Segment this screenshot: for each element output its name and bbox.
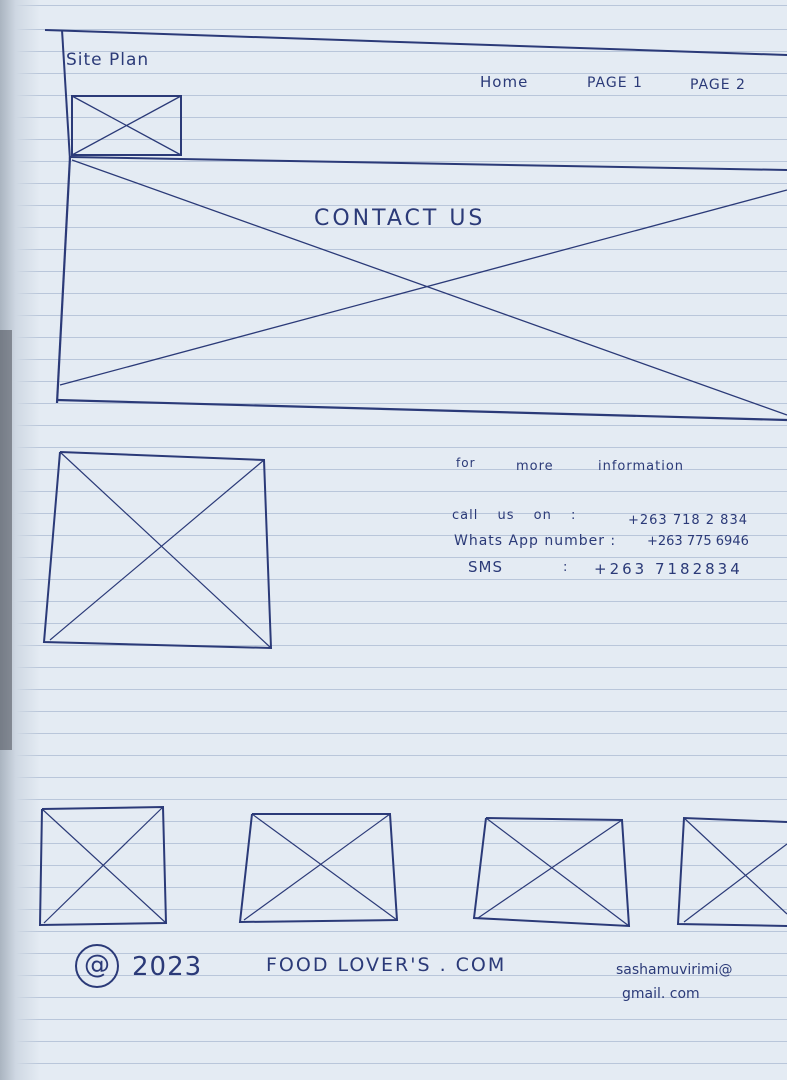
sms-separator: :	[563, 560, 569, 575]
gallery-image-1[interactable]	[38, 805, 170, 929]
nav-home[interactable]: Home	[480, 73, 529, 91]
footer-brand[interactable]: FOOD LOVER'S . COM	[266, 954, 507, 976]
contact-image-placeholder	[42, 451, 273, 650]
page-binding-shadow	[0, 330, 12, 750]
whatsapp-label: Whats App number :	[454, 533, 617, 549]
footer-email-line-1[interactable]: sashamuvirimi@	[616, 962, 733, 978]
copyright-year: 2023	[132, 952, 203, 982]
hero-title: CONTACT US	[314, 206, 486, 231]
nav-page-1[interactable]: PAGE 1	[587, 75, 643, 91]
call-number[interactable]: +263 718 2 834	[628, 513, 748, 528]
gallery-image-4[interactable]	[674, 814, 787, 928]
call-label: call us on :	[452, 508, 577, 523]
info-information: information	[598, 459, 685, 474]
gallery-image-2[interactable]	[238, 810, 402, 926]
whatsapp-number[interactable]: +263 775 6946	[647, 534, 749, 549]
nav-page-2[interactable]: PAGE 2	[690, 77, 746, 93]
sms-label: SMS	[468, 558, 503, 576]
footer-email-line-2[interactable]: gmail. com	[622, 986, 700, 1002]
info-more: more	[516, 459, 554, 474]
site-title[interactable]: Site Plan	[66, 50, 150, 70]
logo-placeholder[interactable]	[70, 94, 184, 158]
copyright-icon: @	[75, 944, 119, 988]
info-for: for	[456, 456, 476, 470]
gallery-image-3[interactable]	[472, 814, 632, 930]
sms-number[interactable]: +263 7182834	[594, 560, 743, 578]
